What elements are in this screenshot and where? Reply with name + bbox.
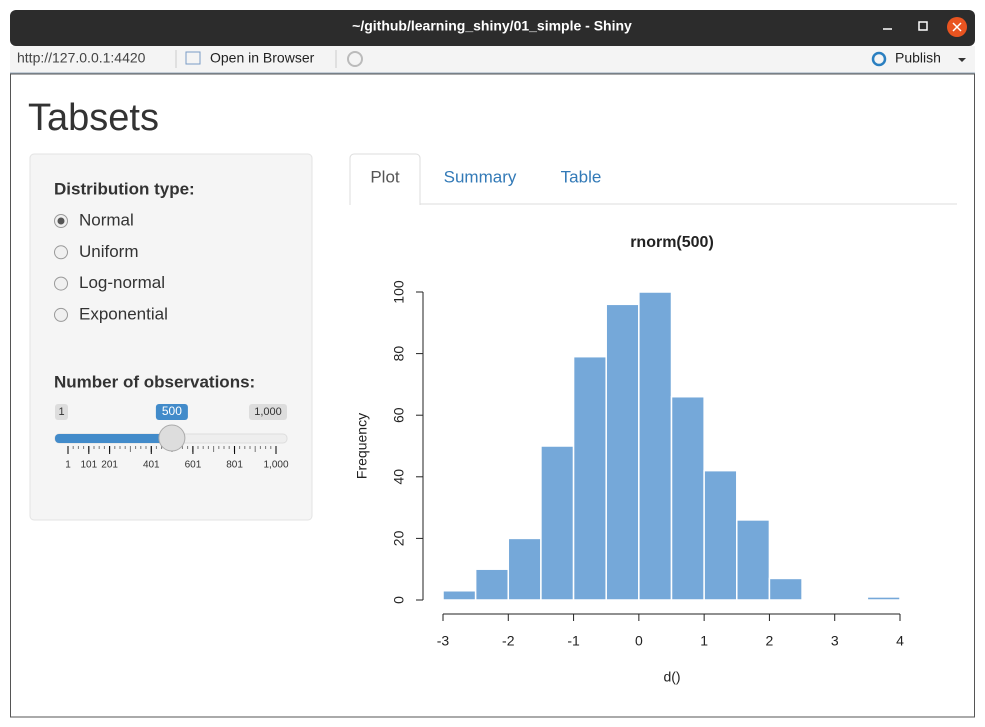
x-tick-label: 1 [700,633,708,649]
x-tick-label: -1 [567,633,580,649]
close-icon [952,22,962,32]
heading: Tabsets [28,97,159,139]
y-tick-label: 60 [391,407,407,423]
slider-label: Number of observations: [54,372,255,391]
bar [474,568,510,601]
tab-active [349,153,421,205]
slider-tick-label: 101 [80,460,97,471]
bar [442,590,477,601]
toolbar [10,46,975,73]
chart-title: rnorm(500) [630,234,714,251]
x-tick-label: 4 [896,633,904,649]
y-tick-label: 100 [391,280,407,304]
tab[interactable]: Summary [444,167,517,186]
publish[interactable]: Publish [895,50,941,66]
x-label: d() [663,669,680,685]
bar [768,577,803,601]
slider-max: 1,000 [254,406,282,418]
bar [866,596,901,601]
y-label: Frequency [354,413,370,479]
slider-max-box [249,404,287,420]
y-tick-label: 20 [391,530,407,546]
slider-tick-label: 201 [101,460,118,471]
slider-handle[interactable] [158,424,186,452]
x-tick-label: 3 [831,633,839,649]
slider-tick-label: 801 [226,460,243,471]
publish-icon [871,51,887,67]
y-tick-label: 40 [391,469,407,485]
refresh[interactable] [347,51,363,67]
x-tick-label: -2 [502,633,515,649]
slider-tick-label: 401 [143,460,160,471]
radio[interactable] [54,307,68,322]
y-tick-label: 80 [391,346,407,362]
bar [540,445,575,601]
maximize[interactable] [918,21,928,31]
open-icon [185,51,201,65]
bar [736,519,771,601]
slider-value-box [155,404,188,420]
bar [670,395,705,601]
bar [605,303,640,601]
sidebar [29,153,313,521]
slider-value: 500 [162,404,182,418]
tab[interactable]: Table [561,167,602,186]
x-tick-label: 2 [766,633,774,649]
publish-caret[interactable] [958,58,966,62]
bar [703,469,738,601]
slider-tick-label: 1,000 [263,460,288,471]
radio-label[interactable]: Log-normal [79,273,165,292]
dist-label: Distribution type: [54,179,195,198]
bar [638,291,673,601]
radio-dot [57,217,65,225]
bar [507,537,542,601]
x-tick-label: 0 [635,633,643,649]
tab[interactable]: Plot [370,167,400,186]
slider-min-box [55,404,68,420]
radio[interactable] [54,276,68,291]
radio-label[interactable]: Uniform [79,242,139,261]
url: http://127.0.0.1:4420 [17,50,146,66]
bar [572,355,607,601]
slider-tick-label: 601 [185,460,202,471]
slider-tick-label: 1 [65,460,71,471]
title-bar [10,10,975,46]
radio[interactable] [54,245,68,260]
radio-label[interactable]: Normal [79,210,134,229]
slider-fill [55,434,172,443]
window-title: ~/github/learning_shiny/01_simple - Shin… [352,18,632,34]
open-in-browser[interactable]: Open in Browser [210,50,315,66]
x-tick-label: -3 [437,633,450,649]
radio-label[interactable]: Exponential [79,304,168,323]
y-tick-label: 0 [391,596,407,604]
slider-min: 1 [58,406,64,418]
